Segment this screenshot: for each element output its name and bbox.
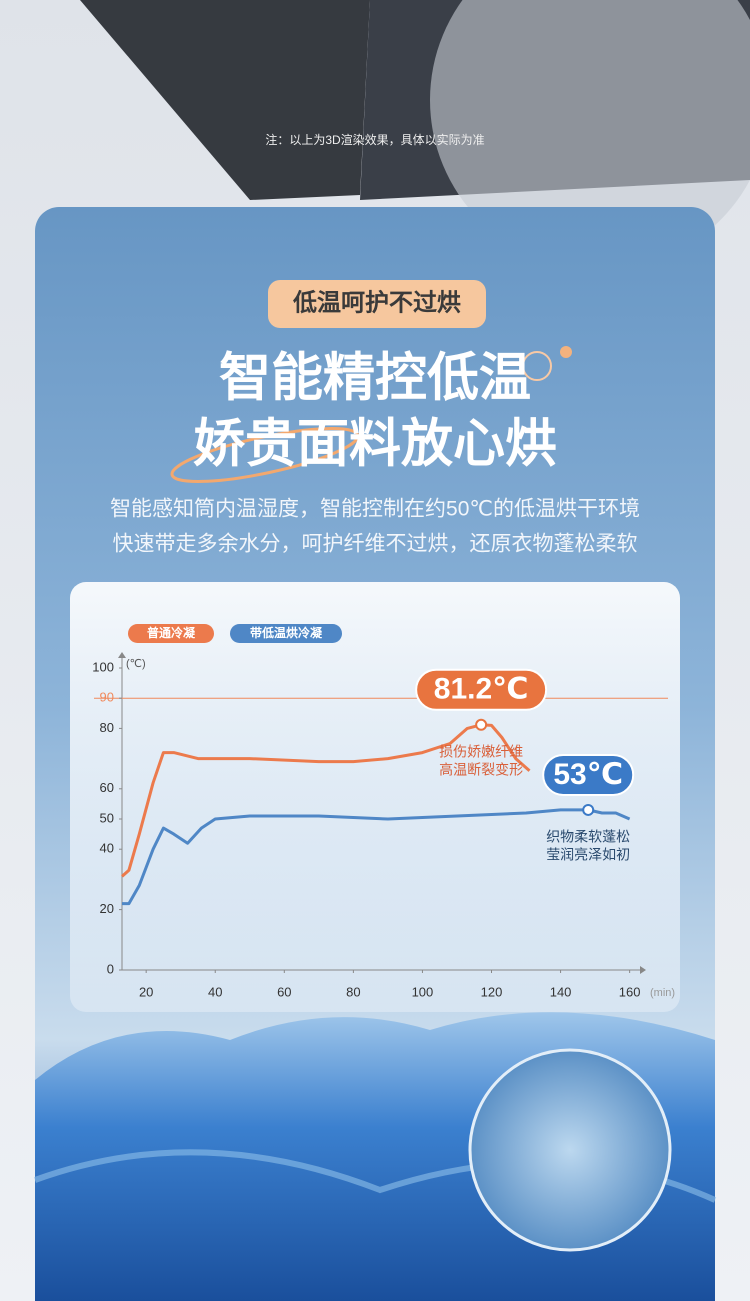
callout-bg [542,753,635,796]
x-tick-label: 60 [277,984,291,999]
annotation-point [582,803,595,816]
annotation-note: 织物柔软蓬松 [546,829,630,845]
y-tick-label: 90 [100,690,114,705]
x-unit: (min) [650,987,675,999]
x-tick-label: 80 [346,984,360,999]
legend-swatch [230,624,342,643]
y-tick-label: 20 [100,901,114,916]
callout-label: 53℃ [553,758,623,791]
badge-bg [268,280,486,328]
x-tick-label: 140 [550,984,572,999]
legend-swatch [128,624,214,643]
callout-bg [415,668,548,711]
y-tick-label: 0 [107,961,114,976]
annotation-note: 莹润亮泽如初 [546,847,630,863]
description: 智能感知筒内温湿度，智能控制在约50℃的低温烘干环境 [110,498,640,521]
description: 快速带走多余水分，呵护纤维不过烘，还原衣物蓬松柔软 [113,533,638,556]
magnifier [468,1048,672,1252]
annotation-note: 损伤娇嫩纤维 [439,743,523,759]
y-tick-label: 50 [100,810,114,825]
annotation-note: 高温断裂变形 [439,761,523,777]
deco [170,427,360,483]
x-tick-label: 20 [139,984,153,999]
y-axis-arrow [118,652,126,658]
y-tick-label: 100 [92,659,114,674]
callout-label: 81.2℃ [434,673,529,706]
machine-door [430,0,750,270]
series-line [121,723,531,878]
chart-panel [70,582,680,1012]
legend-label: 带低温烘冷凝 [250,625,323,640]
y-tick-label: 60 [100,780,114,795]
y-tick-label: 80 [100,720,114,735]
x-tick-label: 100 [412,984,434,999]
annotation-point [475,718,488,731]
y-tick-label: 40 [100,841,114,856]
render-note: 注：以上为3D渲染效果，具体以实际为准 [265,132,484,147]
legend-label: 普通冷凝 [147,625,196,640]
x-tick-label: 120 [481,984,503,999]
headline: 智能精控低温 [219,350,531,408]
x-tick-label: 160 [619,984,641,999]
deco [560,346,572,358]
badge: 低温呵护不过烘 [292,289,461,316]
y-unit: (℃) [126,658,146,670]
x-tick-label: 40 [208,984,222,999]
machine-art [80,0,370,200]
chart: 普通冷凝 带低温烘冷凝 (℃) (min) 0 20 40 50 60 80 90 100 20 40 60… [92,624,675,999]
headline: 娇贵面料放心烘 [193,416,557,474]
deco [522,351,552,381]
x-axis-arrow [640,966,646,974]
